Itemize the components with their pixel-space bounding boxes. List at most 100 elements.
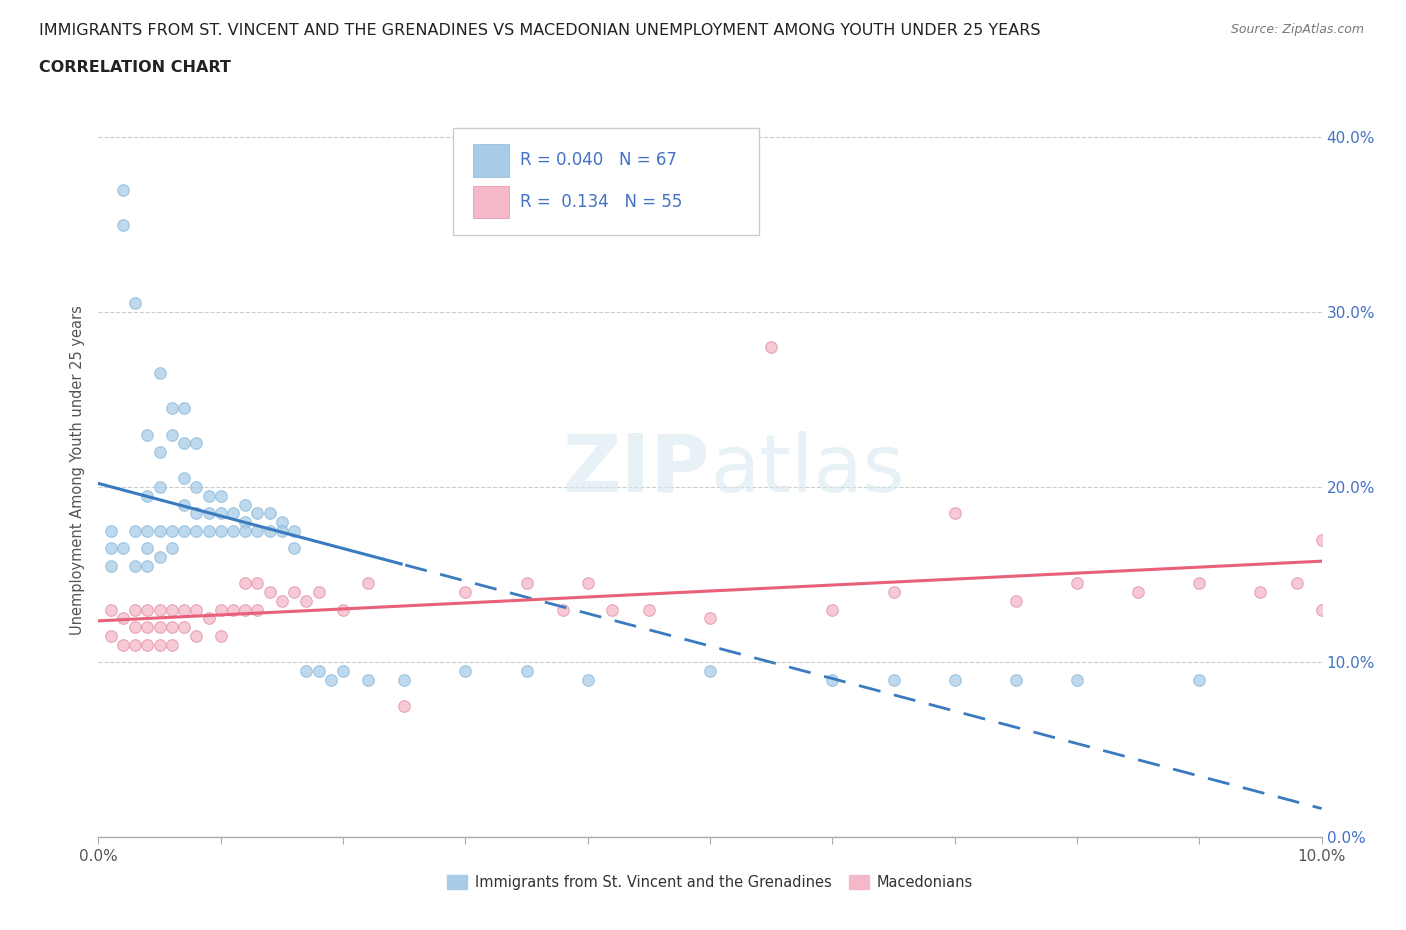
Point [259, 585, 281, 600]
Point [124, 637, 146, 652]
Point [308, 663, 330, 678]
Point [259, 524, 281, 538]
Point [295, 593, 318, 608]
FancyBboxPatch shape [453, 128, 759, 234]
Point [1066, 576, 1088, 591]
Point [186, 480, 208, 495]
Point [233, 524, 256, 538]
Point [136, 488, 159, 503]
Point [308, 585, 330, 600]
Point [160, 602, 183, 617]
Point [136, 524, 159, 538]
Point [100, 629, 122, 644]
Point [160, 524, 183, 538]
Point [124, 296, 146, 311]
Point [943, 672, 966, 687]
Point [149, 619, 172, 634]
Point [516, 663, 538, 678]
Point [173, 498, 195, 512]
Point [699, 611, 721, 626]
Point [270, 524, 292, 538]
Y-axis label: Unemployment Among Youth under 25 years: Unemployment Among Youth under 25 years [70, 305, 86, 634]
Point [124, 602, 146, 617]
Point [186, 629, 208, 644]
Point [100, 541, 122, 556]
Point [821, 672, 844, 687]
Point [821, 602, 844, 617]
Point [1249, 585, 1271, 600]
Point [149, 550, 172, 565]
Point [246, 506, 269, 521]
Point [1310, 532, 1333, 547]
Point [136, 637, 159, 652]
Point [319, 672, 342, 687]
Point [883, 672, 905, 687]
Point [222, 602, 245, 617]
Point [136, 541, 159, 556]
Point [637, 602, 661, 617]
Point [1286, 576, 1309, 591]
Point [1004, 672, 1026, 687]
Point [197, 524, 219, 538]
Point [246, 524, 269, 538]
Point [883, 585, 905, 600]
Point [173, 602, 195, 617]
Point [222, 506, 245, 521]
Point [233, 498, 256, 512]
Point [160, 427, 183, 442]
FancyBboxPatch shape [472, 144, 509, 177]
Point [576, 672, 599, 687]
Point [149, 637, 172, 652]
Point [283, 541, 305, 556]
Point [160, 401, 183, 416]
Point [136, 558, 159, 573]
Point [1004, 593, 1026, 608]
Point [186, 436, 208, 451]
Point [124, 558, 146, 573]
Point [332, 663, 354, 678]
Text: atlas: atlas [710, 431, 904, 509]
Point [699, 663, 721, 678]
Point [100, 524, 122, 538]
Point [209, 506, 232, 521]
Point [186, 602, 208, 617]
Point [233, 514, 256, 529]
Point [100, 602, 122, 617]
Point [186, 524, 208, 538]
Point [392, 672, 416, 687]
Point [233, 602, 256, 617]
Point [111, 541, 134, 556]
Point [1310, 602, 1333, 617]
Text: IMMIGRANTS FROM ST. VINCENT AND THE GRENADINES VS MACEDONIAN UNEMPLOYMENT AMONG : IMMIGRANTS FROM ST. VINCENT AND THE GREN… [39, 23, 1040, 38]
Point [160, 637, 183, 652]
Text: R = 0.040   N = 67: R = 0.040 N = 67 [520, 152, 678, 169]
Point [943, 506, 966, 521]
Point [136, 427, 159, 442]
Point [173, 524, 195, 538]
Point [576, 576, 599, 591]
Point [111, 218, 134, 232]
Point [197, 506, 219, 521]
Point [149, 480, 172, 495]
Text: ZIP: ZIP [562, 431, 710, 509]
Point [1128, 585, 1150, 600]
Legend: Immigrants from St. Vincent and the Grenadines, Macedonians: Immigrants from St. Vincent and the Gren… [441, 870, 979, 896]
Point [197, 488, 219, 503]
Point [759, 339, 782, 354]
Point [553, 602, 575, 617]
Point [1188, 576, 1211, 591]
Point [209, 524, 232, 538]
Point [1188, 672, 1211, 687]
Point [332, 602, 354, 617]
Point [149, 445, 172, 459]
Point [270, 514, 292, 529]
Point [283, 524, 305, 538]
Point [1066, 672, 1088, 687]
Point [111, 611, 134, 626]
Point [197, 611, 219, 626]
Point [454, 663, 477, 678]
Text: CORRELATION CHART: CORRELATION CHART [39, 60, 231, 75]
Point [222, 524, 245, 538]
Point [100, 558, 122, 573]
Point [173, 436, 195, 451]
